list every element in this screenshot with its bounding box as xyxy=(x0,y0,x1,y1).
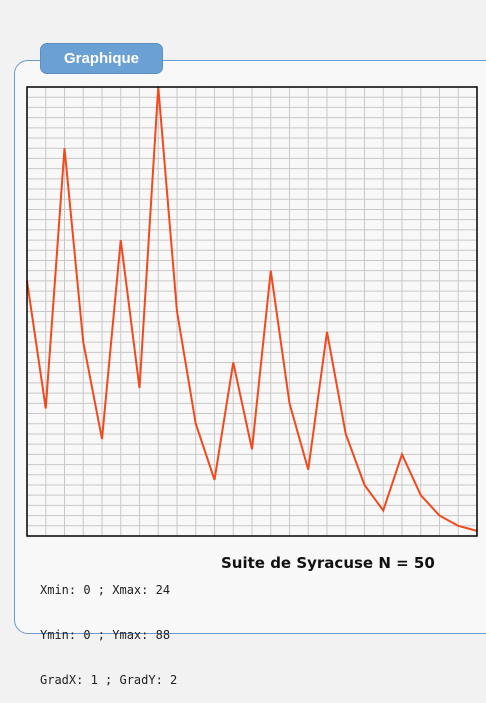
chart-title: Suite de Syracuse N = 50 xyxy=(221,554,435,572)
chart-svg xyxy=(0,0,486,647)
grad-label: GradX: 1 ; GradY: 2 xyxy=(40,673,177,688)
y-range-label: Ymin: 0 ; Ymax: 88 xyxy=(40,628,177,643)
axis-parameters: Xmin: 0 ; Xmax: 24 Ymin: 0 ; Ymax: 88 Gr… xyxy=(40,553,177,703)
x-range-label: Xmin: 0 ; Xmax: 24 xyxy=(40,583,177,598)
